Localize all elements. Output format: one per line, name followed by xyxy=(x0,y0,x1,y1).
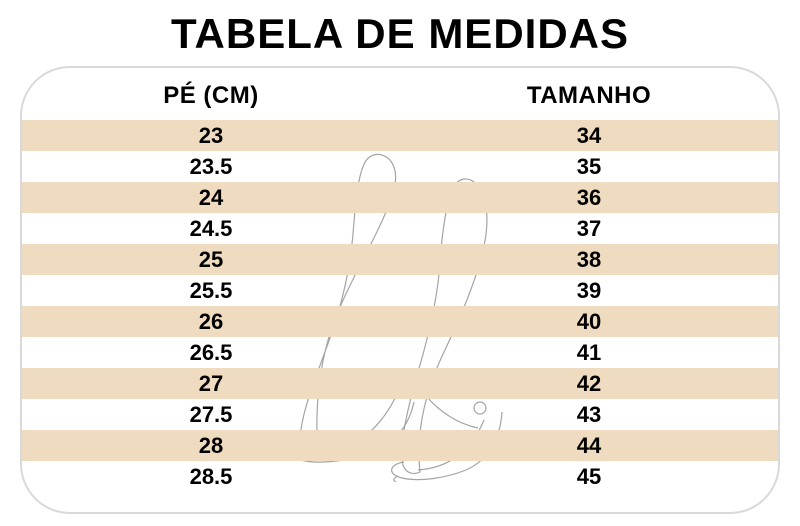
cell-tamanho: 44 xyxy=(400,430,778,461)
table-row: 27.543 xyxy=(22,399,778,430)
cell-tamanho: 40 xyxy=(400,306,778,337)
table-row: 2844 xyxy=(22,430,778,461)
table-row: 2640 xyxy=(22,306,778,337)
cell-pe: 27 xyxy=(22,368,400,399)
cell-pe: 24 xyxy=(22,182,400,213)
table-row: 2538 xyxy=(22,244,778,275)
table-row: 2436 xyxy=(22,182,778,213)
cell-tamanho: 45 xyxy=(400,461,778,492)
column-header-pe: PÉ (CM) xyxy=(22,82,400,110)
page-title: TABELA DE MEDIDAS xyxy=(171,10,629,58)
column-header-tamanho: TAMANHO xyxy=(400,82,778,110)
table-row: 25.539 xyxy=(22,275,778,306)
table-row: 26.541 xyxy=(22,337,778,368)
cell-pe: 28 xyxy=(22,430,400,461)
table-headers: PÉ (CM) TAMANHO xyxy=(22,82,778,110)
cell-pe: 26.5 xyxy=(22,337,400,368)
table-row: 23.535 xyxy=(22,151,778,182)
cell-pe: 27.5 xyxy=(22,399,400,430)
table-row: 2334 xyxy=(22,120,778,151)
table-row: 24.537 xyxy=(22,213,778,244)
cell-tamanho: 42 xyxy=(400,368,778,399)
cell-tamanho: 38 xyxy=(400,244,778,275)
cell-pe: 28.5 xyxy=(22,461,400,492)
cell-tamanho: 36 xyxy=(400,182,778,213)
cell-pe: 23.5 xyxy=(22,151,400,182)
cell-tamanho: 39 xyxy=(400,275,778,306)
size-table-container: PÉ (CM) TAMANHO 233423.535243624.5372538… xyxy=(20,66,780,514)
cell-tamanho: 37 xyxy=(400,213,778,244)
cell-pe: 26 xyxy=(22,306,400,337)
cell-tamanho: 43 xyxy=(400,399,778,430)
cell-tamanho: 35 xyxy=(400,151,778,182)
cell-pe: 25.5 xyxy=(22,275,400,306)
cell-pe: 25 xyxy=(22,244,400,275)
cell-tamanho: 41 xyxy=(400,337,778,368)
table-row: 2742 xyxy=(22,368,778,399)
cell-pe: 23 xyxy=(22,120,400,151)
cell-tamanho: 34 xyxy=(400,120,778,151)
cell-pe: 24.5 xyxy=(22,213,400,244)
table-body: 233423.535243624.537253825.539264026.541… xyxy=(22,120,778,492)
table-row: 28.545 xyxy=(22,461,778,492)
